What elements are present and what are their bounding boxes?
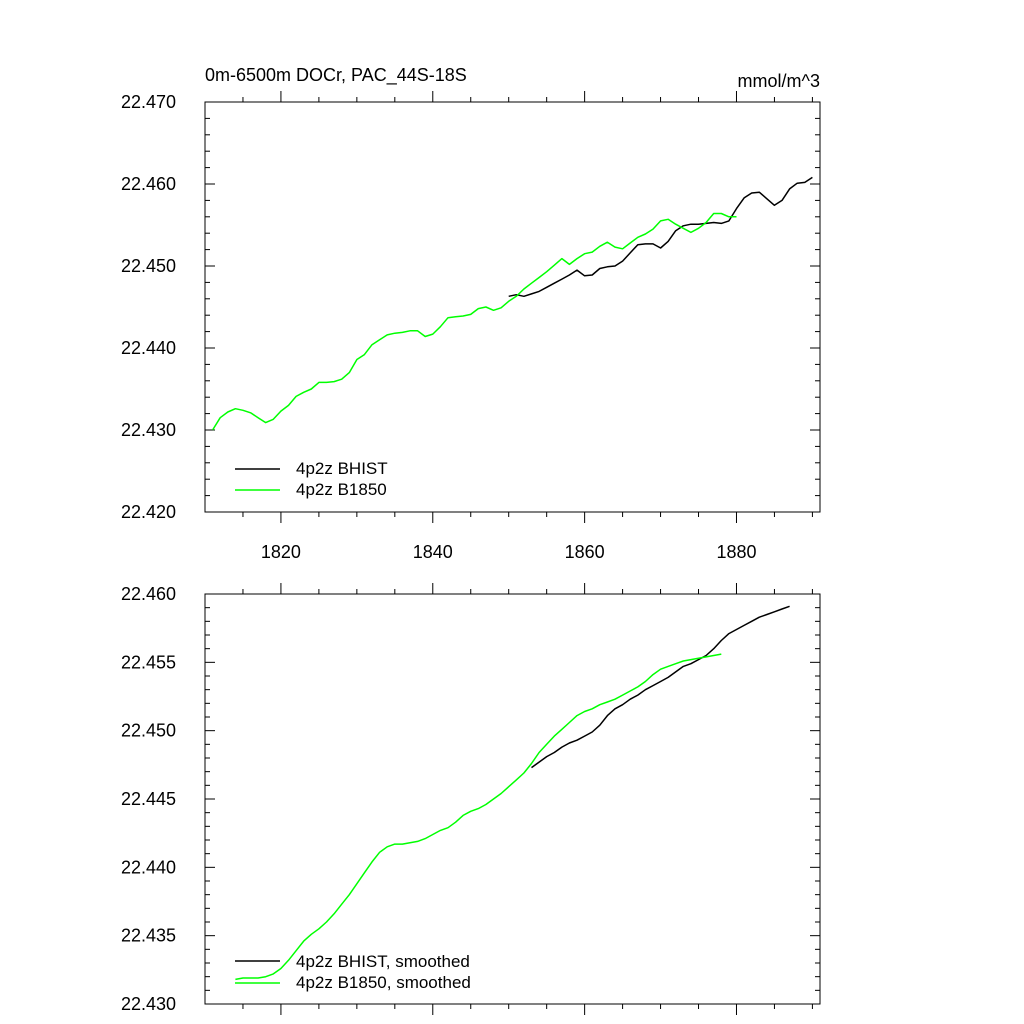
legend-label-bhist: 4p2z BHIST xyxy=(296,459,388,478)
series-line-b1850 xyxy=(235,653,722,981)
y-tick-label: 22.455 xyxy=(121,652,176,672)
plot-frame xyxy=(204,593,821,1005)
y-tick-label: 22.450 xyxy=(121,721,176,741)
y-axis-labels: 22.420 22.430 22.440 22.450 22.460 22.470 xyxy=(121,92,176,522)
y-tick-label: 22.420 xyxy=(121,502,176,522)
y-tick-label: 22.430 xyxy=(121,994,176,1014)
series-line-b1850 xyxy=(211,212,737,431)
x-tick-label: 1840 xyxy=(413,542,453,562)
x-tick-label: 1860 xyxy=(565,542,605,562)
axis-ticks xyxy=(205,91,820,523)
chart-title: 0m-6500m DOCr, PAC_44S-18S xyxy=(205,65,467,86)
y-tick-label: 22.470 xyxy=(121,92,176,112)
series-line-bhist xyxy=(531,605,790,769)
plot-frame xyxy=(204,101,821,513)
legend-label-bhist-smoothed: 4p2z BHIST, smoothed xyxy=(296,952,470,971)
y-tick-label: 22.445 xyxy=(121,789,176,809)
x-tick-label: 1880 xyxy=(716,542,756,562)
y-tick-label: 22.440 xyxy=(121,338,176,358)
y-tick-label: 22.430 xyxy=(121,420,176,440)
legend: 4p2z BHIST, smoothed 4p2z B1850, smoothe… xyxy=(235,952,471,992)
legend: 4p2z BHIST 4p2z B1850 xyxy=(235,459,388,499)
bottom-panel: 22.430 22.435 22.440 22.445 22.450 22.455 22.4… xyxy=(121,583,821,1015)
y-tick-label: 22.435 xyxy=(121,926,176,946)
top-panel: 0m-6500m DOCr, PAC_44S-18S mmol/m^3 22.4… xyxy=(121,65,821,562)
y-tick-label: 22.460 xyxy=(121,584,176,604)
series-lines xyxy=(211,176,813,431)
x-axis-labels: 1820 1840 1860 1880 xyxy=(261,542,757,562)
series-lines xyxy=(235,605,790,981)
legend-label-b1850-smoothed: 4p2z B1850, smoothed xyxy=(296,973,471,992)
legend-label-b1850: 4p2z B1850 xyxy=(296,480,387,499)
units-label: mmol/m^3 xyxy=(738,71,820,91)
y-tick-label: 22.460 xyxy=(121,174,176,194)
y-axis-labels: 22.430 22.435 22.440 22.445 22.450 22.455 22.4… xyxy=(121,584,176,1014)
series-line-bhist xyxy=(508,176,813,298)
y-tick-label: 22.450 xyxy=(121,256,176,276)
x-tick-label: 1820 xyxy=(261,542,301,562)
y-tick-label: 22.440 xyxy=(121,857,176,877)
